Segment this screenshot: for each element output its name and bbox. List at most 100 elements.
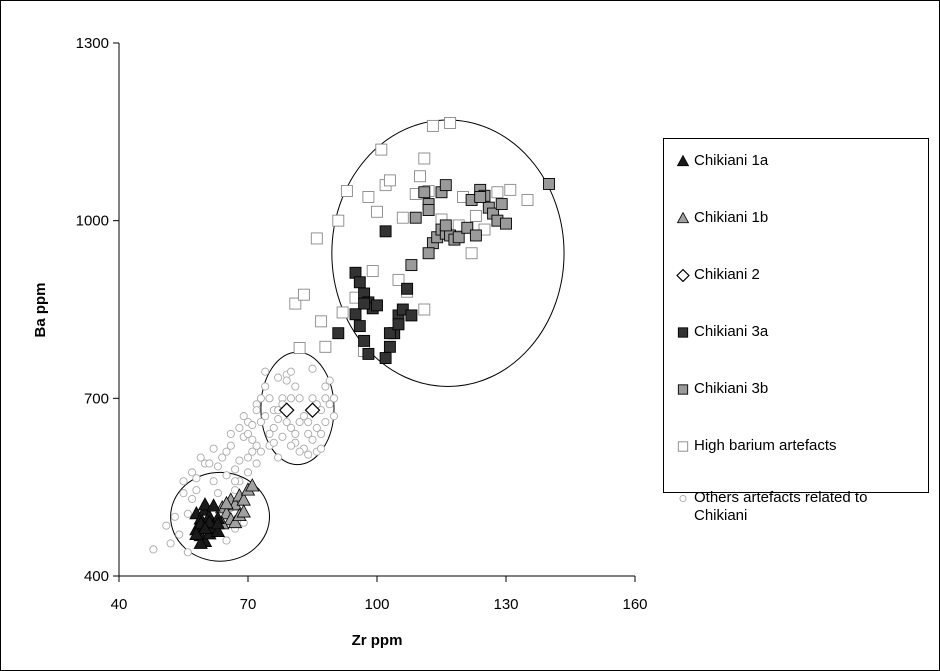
- data-point: [304, 429, 313, 438]
- data-point: [227, 514, 243, 529]
- data-point: [162, 521, 171, 530]
- data-point: [495, 198, 508, 211]
- data-point: [243, 453, 253, 462]
- y-tick-label: 1000: [76, 213, 109, 230]
- x-tick-label: 70: [240, 596, 257, 613]
- data-point: [226, 441, 235, 450]
- data-point: [222, 447, 231, 456]
- data-point: [392, 318, 405, 331]
- data-point: [353, 320, 366, 333]
- data-point: [401, 282, 414, 295]
- x-tick-label: 160: [622, 596, 647, 613]
- legend-marker-icon: [676, 211, 690, 224]
- legend-label: Chikiani 3a: [694, 323, 769, 340]
- data-point: [325, 400, 334, 409]
- data-point: [286, 367, 296, 376]
- data-point: [210, 516, 226, 530]
- data-point: [193, 535, 208, 549]
- legend-item: Chikiani 1a: [676, 152, 768, 170]
- data-point: [452, 231, 465, 244]
- data-point: [439, 179, 452, 192]
- data-point: [248, 447, 257, 456]
- data-point: [418, 152, 431, 165]
- data-point: [205, 459, 214, 468]
- data-point: [245, 478, 260, 492]
- data-point: [183, 509, 192, 518]
- data-point: [439, 219, 452, 232]
- data-point: [286, 441, 296, 450]
- data-point: [329, 394, 339, 403]
- legend-label: High barium artefacts: [694, 437, 837, 454]
- data-point: [256, 447, 265, 456]
- data-point: [197, 497, 213, 511]
- data-point: [170, 512, 179, 521]
- data-point: [291, 382, 300, 391]
- data-point: [231, 465, 240, 474]
- data-point: [469, 229, 482, 242]
- data-point: [196, 453, 205, 462]
- data-point: [248, 420, 257, 430]
- data-point: [291, 429, 300, 438]
- data-point: [491, 186, 504, 199]
- data-point: [256, 417, 265, 427]
- data-point: [286, 394, 296, 403]
- data-point: [197, 520, 213, 535]
- data-point: [293, 342, 306, 354]
- data-point: [500, 217, 512, 230]
- data-points: [149, 116, 555, 557]
- legend-marker-icon: [676, 154, 690, 167]
- data-point: [235, 456, 244, 465]
- data-point: [521, 193, 534, 206]
- data-point: [252, 459, 261, 468]
- data-point: [188, 494, 197, 504]
- data-point: [469, 209, 482, 222]
- data-point: [304, 417, 313, 427]
- legend-marker-icon: [679, 494, 687, 503]
- data-point: [325, 376, 334, 385]
- data-point: [209, 444, 218, 453]
- data-point: [222, 471, 231, 480]
- data-point: [261, 412, 270, 421]
- data-point: [210, 523, 226, 537]
- data-point: [278, 432, 287, 441]
- legend-marker-icon: [676, 268, 690, 282]
- data-point: [371, 205, 383, 218]
- data-point: [379, 352, 392, 365]
- data-point: [265, 394, 274, 403]
- data-point: [235, 423, 244, 432]
- data-point: [297, 288, 310, 301]
- data-point: [317, 444, 326, 453]
- data-point: [362, 347, 375, 360]
- data-point: [166, 539, 175, 548]
- data-point: [358, 334, 371, 347]
- data-point: [269, 438, 278, 447]
- legend-label: Others artefacts related to Chikiani: [694, 489, 868, 524]
- data-point: [396, 211, 409, 224]
- data-point: [289, 297, 302, 310]
- data-point: [392, 273, 405, 286]
- data-point: [286, 423, 296, 432]
- x-tick-label: 100: [364, 596, 389, 613]
- data-point: [206, 498, 221, 512]
- data-point: [282, 417, 291, 427]
- y-tick-label: 1300: [76, 35, 109, 52]
- data-point: [295, 417, 304, 427]
- data-point: [209, 477, 218, 486]
- y-axis-title: Ba ppm: [32, 282, 49, 337]
- data-point: [231, 477, 240, 486]
- data-point: [274, 453, 283, 462]
- data-point: [243, 429, 253, 438]
- data-point: [366, 265, 379, 277]
- legend-item: Chikiani 3b: [676, 380, 768, 398]
- data-point: [261, 382, 270, 391]
- legend-marker-icon: [677, 327, 689, 338]
- data-point: [315, 315, 328, 328]
- data-point: [299, 412, 308, 421]
- data-point: [321, 394, 330, 403]
- data-point: [304, 450, 313, 459]
- data-point: [226, 429, 235, 438]
- data-point: [261, 367, 270, 376]
- data-point: [218, 453, 227, 462]
